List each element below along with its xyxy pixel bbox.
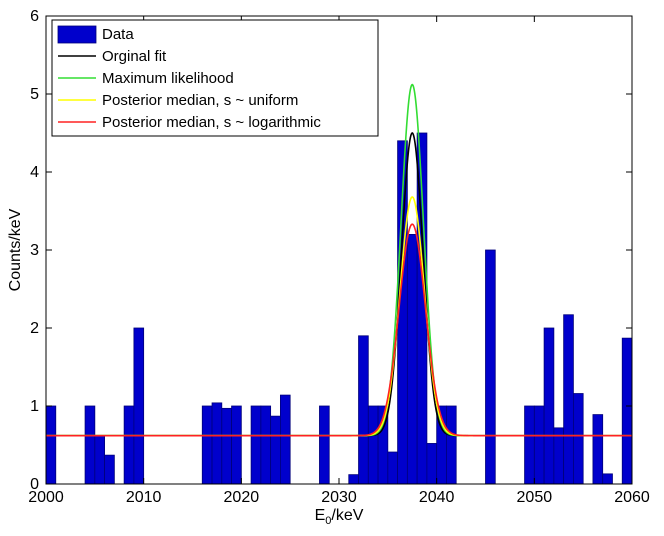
bar bbox=[602, 473, 613, 485]
bars-group bbox=[45, 132, 633, 485]
bar bbox=[250, 405, 262, 485]
y-tick-label: 3 bbox=[30, 242, 39, 259]
bar bbox=[485, 249, 496, 485]
bar bbox=[279, 394, 291, 485]
bar bbox=[319, 405, 330, 485]
bar bbox=[524, 405, 535, 485]
bar bbox=[221, 407, 232, 485]
y-tick-label: 2 bbox=[30, 320, 39, 337]
bar bbox=[533, 405, 545, 485]
legend-label: Maximum likelihood bbox=[102, 70, 234, 87]
legend-label: Posterior median, s ~ logarithmic bbox=[102, 114, 321, 131]
bar bbox=[563, 314, 574, 485]
legend-label: Posterior median, s ~ uniform bbox=[102, 92, 298, 109]
x-axis-label-subscript: 0 bbox=[325, 515, 331, 527]
x-tick-label: 2020 bbox=[224, 489, 260, 506]
bar bbox=[201, 405, 213, 485]
ticks-group bbox=[45, 15, 633, 485]
x-tick-label: 2050 bbox=[517, 489, 553, 506]
curves-group bbox=[46, 83, 632, 437]
x-axis-label-main: E bbox=[315, 507, 326, 524]
bar bbox=[231, 405, 242, 485]
bar bbox=[104, 454, 115, 485]
bar bbox=[260, 405, 272, 485]
bar bbox=[45, 405, 57, 485]
x-tick-label: 2010 bbox=[126, 489, 162, 506]
bar bbox=[426, 443, 438, 485]
y-tick-label: 6 bbox=[30, 8, 39, 25]
bar bbox=[406, 233, 418, 485]
bar bbox=[446, 405, 457, 485]
x-axis-label: E0/keV bbox=[315, 507, 364, 527]
bar bbox=[358, 335, 369, 485]
curve-4 bbox=[46, 223, 632, 437]
bar bbox=[573, 393, 584, 485]
legend-label: Data bbox=[102, 26, 134, 43]
bar bbox=[133, 327, 145, 485]
bar bbox=[94, 435, 106, 485]
y-axis-label: Counts/keV bbox=[7, 208, 24, 291]
y-tick-label: 5 bbox=[30, 86, 39, 103]
y-tick-label: 4 bbox=[30, 164, 39, 181]
bar bbox=[367, 405, 379, 485]
legend-items: Data Orginal fit Maximum likelihood Posteri… bbox=[57, 25, 321, 131]
x-tick-label: 2040 bbox=[419, 489, 455, 506]
bar bbox=[270, 415, 281, 485]
bar bbox=[543, 327, 555, 485]
bar bbox=[387, 451, 399, 485]
y-tick-label: 0 bbox=[30, 476, 39, 493]
bar bbox=[348, 474, 359, 485]
legend-label: Orginal fit bbox=[102, 48, 167, 65]
bar bbox=[592, 414, 604, 485]
bar bbox=[123, 405, 135, 485]
x-tick-label: 2060 bbox=[614, 489, 650, 506]
bar bbox=[84, 405, 96, 485]
x-tick-label: 2000 bbox=[28, 489, 64, 506]
tick-labels-group: 2000 2010 2020 2030 2040 2050 2060 0 1 2 3 4 5 6 bbox=[28, 8, 650, 506]
legend-swatch-data bbox=[57, 25, 97, 44]
y-tick-label: 1 bbox=[30, 398, 39, 415]
legend-box bbox=[51, 19, 379, 137]
legend: Data Orginal fit Maximum likelihood Posteri… bbox=[51, 19, 379, 137]
x-tick-label: 2030 bbox=[321, 489, 357, 506]
x-axis-label-unit: /keV bbox=[331, 507, 363, 524]
bar bbox=[621, 337, 633, 485]
bar bbox=[211, 402, 223, 485]
